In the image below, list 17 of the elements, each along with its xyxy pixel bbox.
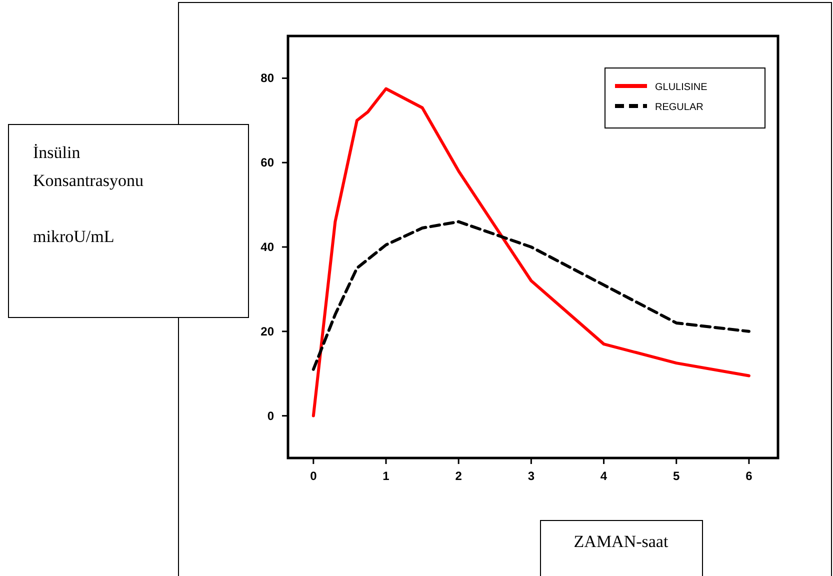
x-tick-label: 6 <box>746 469 753 483</box>
x-tick-label: 4 <box>600 469 608 483</box>
x-tick-label: 3 <box>528 469 535 483</box>
x-tick-label: 0 <box>310 469 318 483</box>
x-axis-title: ZAMAN-saat <box>574 532 668 551</box>
legend-label: GLULISINE <box>655 82 708 93</box>
line-series <box>312 220 750 371</box>
y-tick-label: 20 <box>260 324 274 338</box>
x-tick-label: 2 <box>455 469 462 483</box>
text: İnsülin Konsantrasyonu mikroU/mL <box>33 143 144 246</box>
y-tick-label: 40 <box>260 240 274 254</box>
x-tick-label: 1 <box>382 469 390 483</box>
y-tick-label: 0 <box>267 408 274 423</box>
x-tick-label: 5 <box>673 469 680 483</box>
y-tick-label: 80 <box>260 71 274 86</box>
y-tick-label: 60 <box>260 156 274 170</box>
legend-label: REGULAR <box>655 102 704 113</box>
